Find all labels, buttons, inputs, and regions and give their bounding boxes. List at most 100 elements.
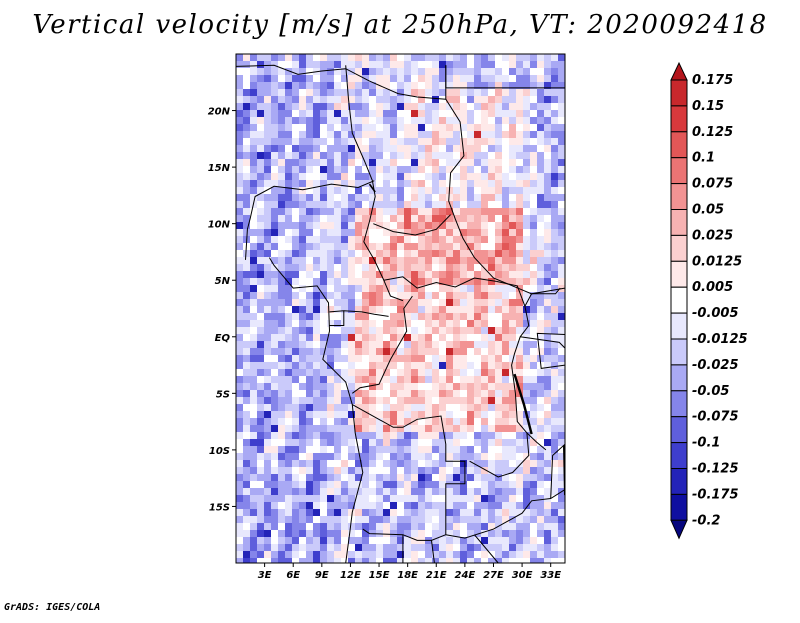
field-cell (530, 362, 538, 370)
field-cell (320, 194, 328, 202)
field-cell (397, 187, 405, 195)
field-cell (278, 418, 286, 426)
field-cell (432, 68, 440, 76)
field-cell (334, 208, 342, 216)
field-cell (320, 285, 328, 293)
field-cell (446, 341, 454, 349)
field-cell (271, 292, 279, 300)
field-cell (446, 439, 454, 447)
field-cell (467, 488, 475, 496)
field-cell (299, 460, 307, 468)
field-cell (383, 285, 391, 293)
field-cell (439, 215, 447, 223)
field-cell (264, 250, 272, 258)
field-cell (278, 355, 286, 363)
field-cell (418, 82, 426, 90)
field-cell (537, 68, 545, 76)
field-cell (376, 103, 384, 111)
field-cell (383, 68, 391, 76)
field-cell (425, 173, 433, 181)
field-cell (285, 243, 293, 251)
field-cell (481, 460, 489, 468)
field-cell (313, 201, 321, 209)
field-cell (460, 299, 468, 307)
field-cell (250, 201, 258, 209)
field-cell (453, 152, 461, 160)
field-cell (292, 481, 300, 489)
field-cell (425, 453, 433, 461)
field-cell (299, 201, 307, 209)
field-cell (481, 313, 489, 321)
field-cell (236, 383, 244, 391)
field-cell (537, 530, 545, 538)
field-cell (376, 460, 384, 468)
field-cell (432, 523, 440, 531)
field-cell (474, 117, 482, 125)
field-cell (481, 495, 489, 503)
field-cell (236, 355, 244, 363)
field-cell (285, 488, 293, 496)
field-cell (348, 404, 356, 412)
field-cell (502, 390, 510, 398)
field-cell (250, 103, 258, 111)
field-cell (285, 453, 293, 461)
field-cell (243, 138, 251, 146)
field-cell (250, 488, 258, 496)
field-cell (509, 460, 517, 468)
field-cell (348, 313, 356, 321)
field-cell (299, 509, 307, 517)
field-cell (376, 404, 384, 412)
field-cell (488, 306, 496, 314)
field-cell (488, 558, 496, 563)
field-cell (432, 215, 440, 223)
field-cell (355, 488, 363, 496)
field-cell (460, 418, 468, 426)
field-cell (397, 369, 405, 377)
field-cell (334, 166, 342, 174)
field-cell (243, 194, 251, 202)
field-cell (558, 334, 565, 342)
field-cell (236, 250, 244, 258)
field-cell (530, 453, 538, 461)
field-cell (362, 313, 370, 321)
field-cell (383, 488, 391, 496)
field-cell (285, 369, 293, 377)
field-cell (355, 383, 363, 391)
field-cell (418, 159, 426, 167)
field-cell (523, 537, 531, 545)
field-cell (264, 152, 272, 160)
field-cell (306, 208, 314, 216)
field-cell (292, 117, 300, 125)
field-cell (453, 530, 461, 538)
field-cell (313, 131, 321, 139)
field-cell (439, 369, 447, 377)
field-cell (544, 208, 552, 216)
field-cell (551, 271, 559, 279)
field-cell (292, 201, 300, 209)
field-cell (460, 292, 468, 300)
field-cell (439, 516, 447, 524)
field-cell (299, 348, 307, 356)
field-cell (544, 103, 552, 111)
field-cell (397, 89, 405, 97)
field-cell (502, 131, 510, 139)
field-cell (236, 481, 244, 489)
field-cell (509, 348, 517, 356)
field-cell (411, 278, 419, 286)
field-cell (411, 96, 419, 104)
field-cell (271, 390, 279, 398)
field-cell (250, 446, 258, 454)
field-cell (509, 110, 517, 118)
field-cell (355, 250, 363, 258)
field-cell (390, 425, 398, 433)
field-cell (264, 278, 272, 286)
field-cell (544, 75, 552, 83)
field-cell (397, 243, 405, 251)
field-cell (544, 558, 552, 563)
field-cell (537, 390, 545, 398)
field-cell (250, 544, 258, 552)
field-cell (509, 278, 517, 286)
field-cell (425, 404, 433, 412)
field-cell (397, 341, 405, 349)
field-cell (439, 187, 447, 195)
